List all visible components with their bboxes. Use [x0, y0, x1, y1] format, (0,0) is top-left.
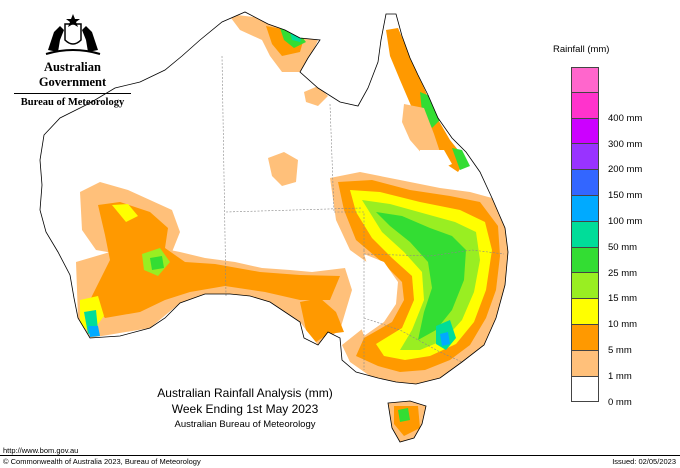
legend-title: Rainfall (mm) [553, 44, 610, 55]
legend-label: 10 mm [608, 319, 638, 331]
state-borders [221, 55, 505, 370]
rainfall-zones [76, 14, 508, 384]
legend-label: 5 mm [608, 344, 632, 356]
copyright-text: © Commonwealth of Australia 2023, Bureau… [3, 457, 201, 466]
legend-swatch: 0 mm [571, 376, 632, 408]
map-title-block: Australian Rainfall Analysis (mm) Week E… [140, 386, 350, 430]
legend-label: 25 mm [608, 267, 638, 279]
border-nt-qld [329, 103, 335, 213]
legend-swatch: 150 mm [571, 170, 642, 201]
legend-label: 50 mm [608, 241, 638, 253]
legend-swatch: 1 mm [571, 350, 632, 382]
legend-swatch: 10 mm [571, 299, 637, 330]
border-nt-sa [225, 207, 363, 213]
map-source: Australian Bureau of Meteorology [174, 419, 316, 430]
border-wa-nt [221, 55, 227, 297]
border-sa-qld [334, 211, 365, 250]
rain-zone-east-green [376, 212, 466, 340]
rain-zone-qld-inland-gap [420, 150, 452, 172]
legend-label: 400 mm [608, 112, 643, 124]
rain-zone-qld-coast-green [452, 148, 470, 170]
legend-label: 0 mm [608, 396, 632, 408]
rainfall-legend: 400 mm 300 mm 200 mm 150 mm 100 mm 50 mm 25 mm… [571, 67, 642, 408]
legend-swatch: 25 mm [571, 247, 637, 279]
rain-zone-wa-orange [90, 202, 340, 318]
legend-swatch: 400 mm [571, 92, 642, 124]
rain-zone-nsw-coast-blue [440, 332, 450, 346]
rain-zone-wa-yellow [112, 204, 138, 222]
rain-zone-wa-green [150, 256, 164, 270]
map-title: Australian Rainfall Analysis (mm) [157, 386, 333, 400]
legend-swatch: 15 mm [571, 273, 637, 304]
bureau-name: Bureau of Meteorology [20, 97, 125, 108]
issued-date: Issued: 02/05/2023 [612, 457, 676, 466]
legend-swatch: 5 mm [571, 324, 632, 356]
logo-divider [14, 93, 131, 94]
legend-label: 100 mm [608, 215, 643, 227]
border-nsw-vic [363, 317, 463, 363]
rain-zone-tas-green [398, 408, 410, 422]
rain-zone-qld-north-green [420, 92, 440, 128]
legend-swatch: 50 mm [571, 221, 637, 253]
legend-swatch: 100 mm [571, 195, 642, 227]
footer: © Commonwealth of Australia 2023, Bureau… [0, 455, 680, 468]
legend-label: 200 mm [608, 164, 643, 176]
legend-label: 1 mm [608, 370, 632, 382]
border-qld-nsw [363, 249, 505, 257]
legend-swatch: 300 mm [571, 118, 642, 150]
coat-of-arms-icon [45, 14, 100, 55]
legend-label: 300 mm [608, 138, 643, 150]
rain-zone-inland-white [358, 254, 398, 336]
rain-zone-nt-centre-patch [268, 152, 298, 186]
rain-zone-sa-gulf [300, 298, 344, 342]
rain-zone-wa-sw-corner-blue [88, 326, 100, 337]
legend-label: 150 mm [608, 190, 643, 202]
legend-swatch [571, 67, 599, 93]
government-logo: Australian Government Bureau of Meteorol… [10, 10, 135, 108]
government-name: Australian Government [38, 60, 107, 89]
map-period: Week Ending 1st May 2023 [171, 402, 319, 416]
legend-swatch: 200 mm [571, 144, 642, 175]
website-link[interactable]: http://www.bom.gov.au [3, 446, 79, 455]
legend-label: 15 mm [608, 293, 638, 305]
rain-zone-qld-north-light [402, 104, 440, 156]
